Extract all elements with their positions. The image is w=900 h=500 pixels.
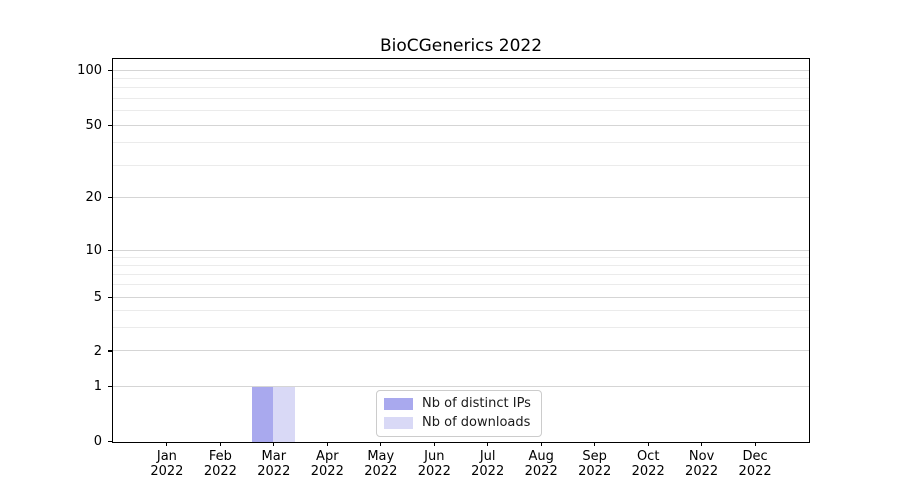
y-tick-label: 1 bbox=[93, 379, 102, 395]
gridline-minor bbox=[113, 274, 809, 275]
gridline-minor bbox=[113, 87, 809, 89]
gridline-major bbox=[113, 69, 809, 71]
x-tick-label: Oct 2022 bbox=[631, 449, 665, 479]
x-tick-label: Aug 2022 bbox=[524, 449, 558, 479]
y-tick-mark bbox=[107, 124, 112, 126]
gridline-major bbox=[113, 296, 809, 298]
y-tick-label: 5 bbox=[93, 289, 102, 305]
y-tick-mark bbox=[107, 386, 112, 388]
x-tick-mark bbox=[754, 441, 756, 447]
legend-swatch-downloads-icon bbox=[384, 417, 413, 429]
x-tick-mark bbox=[166, 441, 168, 447]
gridline-minor bbox=[113, 326, 809, 328]
legend-label-distinct-ips: Nb of distinct IPs bbox=[422, 396, 531, 411]
gridline-minor bbox=[113, 165, 809, 166]
x-tick-label: Mar 2022 bbox=[257, 449, 291, 479]
x-tick-label: Feb 2022 bbox=[203, 449, 237, 479]
chart-title: BioCGenerics 2022 bbox=[379, 36, 543, 56]
gridline-minor bbox=[113, 142, 809, 144]
y-tick-mark bbox=[107, 296, 112, 298]
y-tick-label: 100 bbox=[77, 62, 102, 78]
gridline-minor bbox=[113, 284, 809, 286]
x-tick-mark bbox=[380, 441, 382, 447]
x-tick-mark bbox=[273, 441, 275, 447]
gridline-minor bbox=[113, 78, 809, 80]
legend-item-downloads: Nb of downloads bbox=[384, 416, 531, 430]
gridline-minor bbox=[113, 110, 809, 112]
plot-area bbox=[112, 58, 810, 443]
gridline-minor bbox=[113, 257, 809, 258]
x-tick-label: Jun 2022 bbox=[417, 449, 451, 479]
legend-item-distinct-ips: Nb of distinct IPs bbox=[384, 397, 531, 411]
gridline-major bbox=[113, 249, 809, 251]
y-tick-label: 10 bbox=[85, 243, 102, 258]
gridline-minor bbox=[113, 265, 809, 266]
y-tick-label: 20 bbox=[85, 190, 102, 206]
gridline-minor bbox=[113, 97, 809, 99]
x-tick-label: Sep 2022 bbox=[578, 449, 612, 479]
y-tick-mark bbox=[107, 350, 112, 352]
y-tick-label: 50 bbox=[85, 117, 102, 133]
x-tick-label: Jul 2022 bbox=[471, 449, 505, 479]
bar-downloads bbox=[273, 387, 296, 442]
x-tick-mark bbox=[219, 441, 221, 447]
x-tick-mark bbox=[701, 441, 703, 447]
x-tick-label: Apr 2022 bbox=[310, 449, 344, 479]
bar-distinct-ips bbox=[251, 387, 274, 442]
y-tick-mark bbox=[107, 249, 112, 252]
x-tick-mark bbox=[540, 441, 542, 447]
gridline-minor bbox=[113, 309, 809, 311]
legend-label-downloads: Nb of downloads bbox=[422, 415, 531, 430]
gridline-major bbox=[113, 197, 809, 199]
x-tick-label: Jan 2022 bbox=[150, 449, 184, 479]
x-tick-mark bbox=[647, 441, 649, 447]
gridline-major bbox=[113, 350, 809, 352]
y-tick-mark bbox=[107, 440, 112, 443]
legend-swatch-distinct-ips-icon bbox=[384, 398, 413, 410]
x-tick-mark bbox=[594, 441, 596, 447]
y-tick-mark bbox=[107, 69, 112, 71]
gridline-major bbox=[113, 124, 809, 126]
x-tick-label: May 2022 bbox=[364, 449, 398, 479]
y-tick-label: 2 bbox=[93, 343, 102, 359]
y-tick-mark bbox=[107, 197, 112, 199]
x-tick-mark bbox=[326, 441, 328, 447]
x-tick-label: Nov 2022 bbox=[685, 449, 719, 479]
x-tick-mark bbox=[487, 441, 489, 447]
gridline-major bbox=[113, 386, 809, 388]
x-tick-label: Dec 2022 bbox=[738, 449, 772, 479]
x-tick-mark bbox=[433, 441, 435, 447]
legend: Nb of distinct IPs Nb of downloads bbox=[376, 390, 542, 437]
y-tick-label: 0 bbox=[93, 434, 102, 450]
